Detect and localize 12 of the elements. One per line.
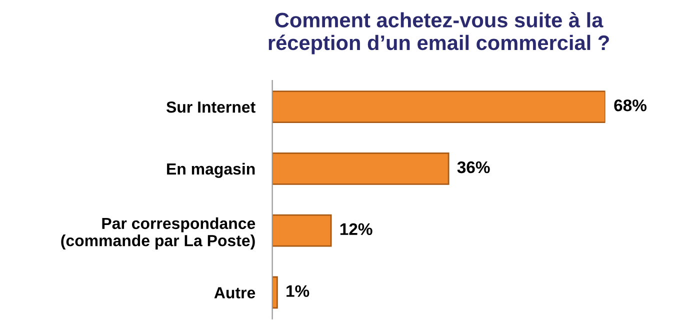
y-tick-label: Autre: [214, 287, 256, 298]
y-tick-label: Sur Internet: [166, 101, 256, 113]
bar: [272, 90, 606, 123]
y-tick-label: En magasin: [167, 162, 255, 178]
data-label: 36%: [457, 161, 490, 174]
data-label: 68%: [614, 99, 647, 112]
y-tick-label: Par correspondance (commande par La Poste): [61, 217, 256, 250]
bar: [272, 214, 332, 247]
data-label: 1%: [286, 285, 310, 297]
data-label: 12%: [340, 223, 372, 236]
bar: [272, 152, 450, 185]
chart-title: Comment achetez-vous suite à la réception d’un email commercial ?: [268, 12, 609, 54]
